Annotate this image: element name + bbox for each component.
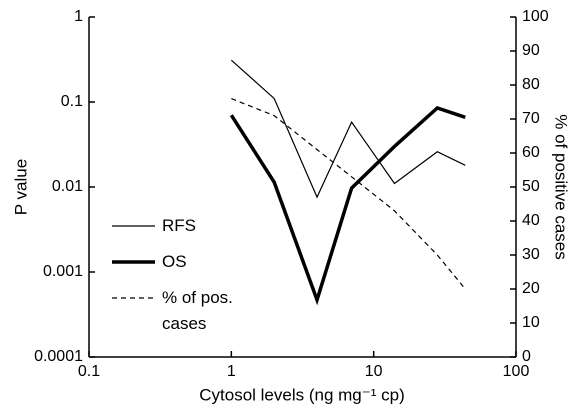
x-tick-label: 10 [365, 363, 383, 380]
y2-tick-label: 0 [522, 348, 531, 365]
y-tick-label: 0.0001 [34, 348, 83, 365]
y-axis-label: P value [11, 159, 30, 215]
y2-tick-label: 100 [522, 8, 549, 25]
y-tick-label: 0.1 [61, 93, 83, 110]
x-tick-label: 100 [503, 363, 530, 380]
y-tick-label: 0.01 [52, 178, 83, 195]
y2-tick-label: 60 [522, 144, 540, 161]
x-tick-label: 0.1 [78, 363, 100, 380]
y2-axis-label: % of positive cases [552, 114, 571, 260]
x-axis-label: Cytosol levels (ng mg⁻¹ cp) [199, 385, 404, 404]
legend-label: % of pos. cases [162, 288, 233, 333]
y2-tick-label: 90 [522, 42, 540, 59]
y2-tick-label: 40 [522, 212, 540, 229]
x-tick-label: 1 [227, 363, 236, 380]
series-line [229, 106, 466, 306]
series-line [231, 98, 466, 290]
y-tick-label: 0.001 [43, 263, 83, 280]
y2-tick-label: 10 [522, 314, 540, 331]
series-line [230, 59, 466, 199]
y2-tick-label: 70 [522, 110, 540, 127]
legend-label: OS [162, 252, 187, 271]
y-tick-label: 1 [74, 8, 83, 25]
y2-tick-label: 80 [522, 76, 540, 93]
y2-tick-label: 20 [522, 280, 540, 297]
legend-label: RFS [162, 216, 196, 235]
y2-tick-label: 30 [522, 246, 540, 263]
y2-tick-label: 50 [522, 178, 540, 195]
